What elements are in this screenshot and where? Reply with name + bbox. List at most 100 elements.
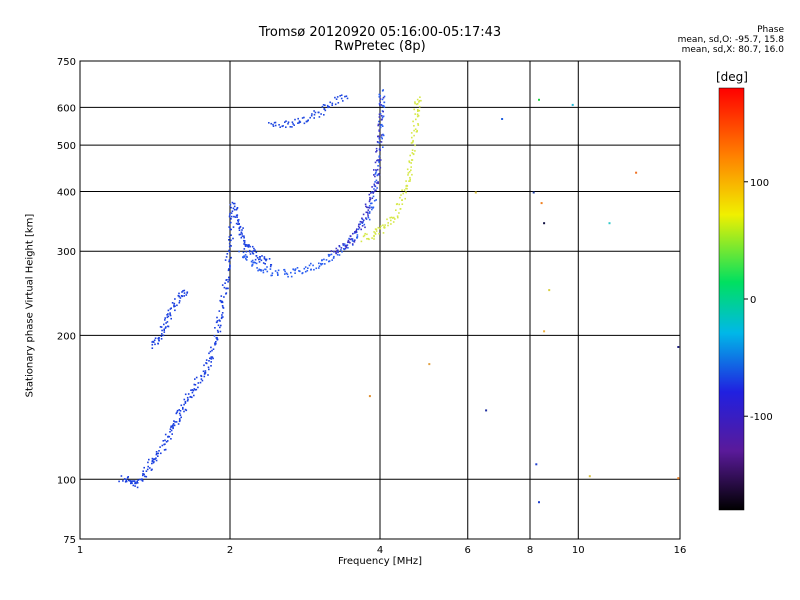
data-point [342, 100, 344, 102]
data-point [177, 294, 180, 297]
data-point [417, 124, 420, 126]
data-point [230, 212, 233, 214]
data-point [355, 230, 358, 233]
data-point [212, 348, 215, 350]
chart-subtitle: RwPretec (8p) [334, 39, 426, 54]
data-point [240, 236, 243, 239]
data-point [248, 250, 251, 253]
data-point [179, 414, 182, 416]
data-point [328, 106, 330, 108]
data-point [378, 136, 381, 139]
data-point [365, 211, 368, 214]
data-point [382, 133, 384, 136]
data-point [417, 123, 419, 125]
data-point [171, 433, 173, 435]
colorbar-tick-label: -100 [750, 412, 773, 423]
data-point [356, 236, 359, 238]
data-point [362, 221, 364, 223]
data-point [245, 250, 248, 253]
data-point [538, 501, 540, 504]
data-point [251, 263, 254, 266]
data-point [337, 251, 339, 254]
x-tick-label: 2 [227, 545, 233, 556]
data-point [224, 282, 226, 284]
data-point [372, 191, 375, 193]
data-point [254, 258, 257, 261]
data-point [379, 126, 382, 129]
data-point [608, 222, 611, 225]
data-point [306, 269, 309, 272]
data-point [363, 234, 366, 237]
data-point [220, 300, 222, 302]
data-point [384, 224, 386, 226]
data-point [286, 273, 289, 276]
data-point [269, 268, 272, 270]
data-point [342, 243, 344, 245]
data-point [370, 191, 373, 193]
data-point [227, 281, 229, 283]
data-point [209, 357, 211, 360]
data-point [290, 271, 292, 274]
data-point [371, 186, 373, 188]
data-point [164, 317, 166, 319]
data-point [140, 478, 143, 481]
data-point [130, 480, 133, 483]
data-point [129, 480, 131, 482]
data-point [230, 218, 232, 220]
data-point [368, 207, 371, 209]
data-point [373, 174, 375, 176]
y-tick-label: 500 [57, 141, 76, 152]
data-point [139, 478, 141, 481]
data-point [166, 321, 169, 323]
data-point [396, 203, 398, 205]
data-point [501, 118, 504, 120]
data-point [381, 116, 384, 119]
data-point [285, 272, 288, 275]
data-point [318, 267, 320, 269]
data-point [217, 331, 219, 333]
data-point [191, 389, 194, 391]
data-point [166, 316, 169, 319]
data-point [155, 453, 158, 456]
data-point [330, 253, 333, 256]
data-point [151, 457, 154, 460]
chart-title: Tromsø 20120920 05:16:00-05:17:43 [258, 25, 502, 40]
data-point [222, 306, 224, 309]
data-point [365, 217, 367, 219]
data-point [195, 376, 198, 379]
data-point [268, 122, 270, 124]
data-point [258, 258, 260, 261]
data-point [306, 120, 309, 122]
data-point [285, 126, 287, 128]
data-point [154, 337, 157, 339]
data-point [151, 343, 154, 346]
data-point [228, 239, 230, 241]
data-point [235, 222, 238, 225]
data-point [321, 263, 324, 265]
data-point [232, 207, 235, 210]
data-point [230, 228, 232, 231]
data-point [298, 120, 301, 122]
data-point [331, 104, 333, 106]
data-point [304, 270, 307, 273]
data-point [411, 149, 414, 151]
data-point [364, 203, 367, 206]
data-point [398, 212, 400, 214]
data-point [251, 245, 254, 248]
data-point [348, 237, 350, 240]
data-point [228, 259, 231, 261]
data-point [367, 237, 370, 240]
data-point [292, 268, 295, 271]
data-point [340, 94, 343, 96]
data-point [232, 226, 235, 228]
data-point [211, 356, 214, 358]
data-point [416, 113, 419, 116]
data-point [485, 409, 488, 412]
data-point [304, 266, 307, 268]
data-point [194, 389, 196, 391]
data-point [284, 270, 286, 273]
data-point [264, 258, 267, 261]
data-point [240, 231, 243, 234]
x-tick-label: 6 [465, 545, 471, 556]
data-point [179, 410, 182, 412]
